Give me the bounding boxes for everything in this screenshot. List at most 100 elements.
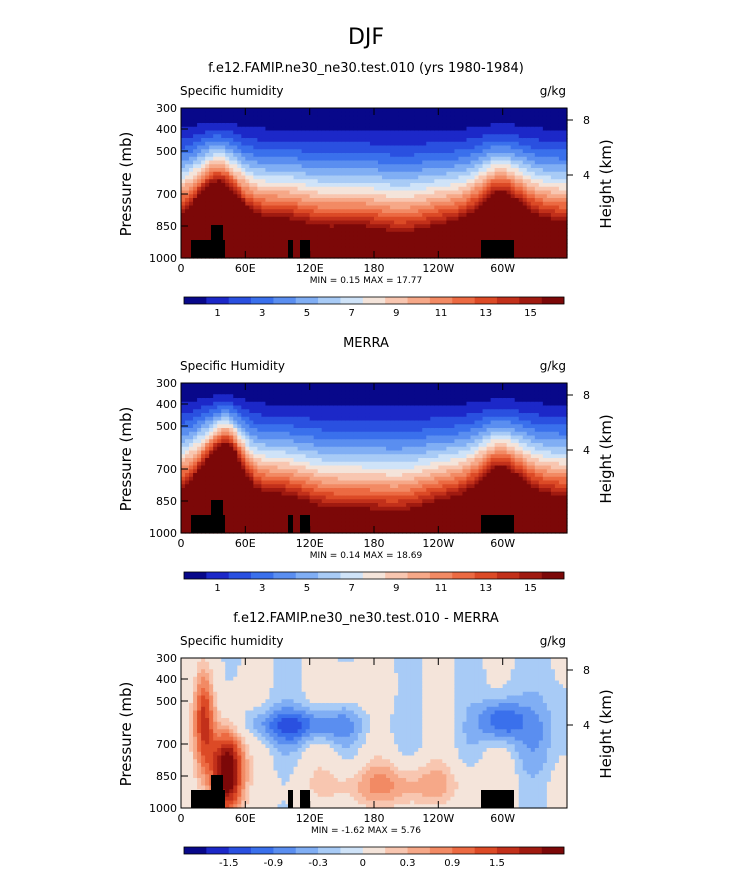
heatmap-cell: [189, 417, 194, 421]
heatmap-cell: [294, 112, 299, 116]
heatmap-cell: [197, 492, 202, 496]
heatmap-cell: [273, 436, 278, 440]
heatmap-cell: [245, 391, 250, 395]
heatmap-cell: [273, 477, 278, 481]
heatmap-cell: [225, 127, 230, 131]
heatmap-cell: [491, 217, 496, 221]
heatmap-cell: [402, 202, 407, 206]
heatmap-cell: [237, 108, 242, 112]
heatmap-cell: [322, 187, 327, 191]
heatmap-cell: [475, 224, 480, 228]
heatmap-cell: [273, 206, 278, 210]
heatmap-cell: [245, 217, 250, 221]
heatmap-cell: [233, 157, 238, 161]
heatmap-cell: [499, 149, 504, 153]
heatmap-cell: [286, 484, 291, 488]
heatmap-cell: [555, 236, 560, 240]
heatmap-cell: [350, 206, 355, 210]
heatmap-cell: [466, 198, 471, 202]
heatmap-cell: [499, 194, 504, 198]
heatmap-cell: [410, 168, 415, 172]
heatmap-cell: [253, 417, 258, 421]
heatmap-cell: [410, 194, 415, 198]
heatmap-cell: [519, 232, 524, 236]
heatmap-cell: [290, 108, 295, 112]
heatmap-cell: [302, 179, 307, 183]
heatmap-cell: [201, 149, 206, 153]
heatmap-cell: [241, 469, 246, 473]
heatmap-cell: [438, 131, 443, 135]
heatmap-cell: [245, 172, 250, 176]
heatmap-cell: [201, 119, 206, 123]
heatmap-cell: [547, 194, 552, 198]
heatmap-cell: [418, 209, 423, 213]
heatmap-cell: [511, 183, 516, 187]
heatmap-cell: [213, 428, 218, 432]
heatmap-cell: [466, 213, 471, 217]
heatmap-cell: [298, 172, 303, 176]
heatmap-cell: [197, 213, 202, 217]
heatmap-cell: [366, 243, 371, 247]
heatmap-cell: [294, 146, 299, 150]
heatmap-cell: [278, 123, 283, 127]
heatmap-cell: [515, 134, 520, 138]
heatmap-cell: [193, 391, 198, 395]
heatmap-cell: [197, 221, 202, 225]
heatmap-cell: [499, 187, 504, 191]
heatmap-cell: [519, 198, 524, 202]
heatmap-cell: [233, 202, 238, 206]
heatmap-cell: [265, 443, 270, 447]
heatmap-cell: [221, 387, 226, 391]
heatmap-cell: [273, 499, 278, 503]
heatmap-cell: [555, 123, 560, 127]
heatmap-cell: [189, 232, 194, 236]
heatmap-cell: [185, 492, 190, 496]
heatmap-cell: [193, 172, 198, 176]
heatmap-cell: [551, 131, 556, 135]
heatmap-cell: [398, 112, 403, 116]
heatmap-cell: [257, 432, 262, 436]
heatmap-cell: [539, 123, 544, 127]
heatmap-cell: [370, 116, 375, 120]
heatmap-cell: [334, 134, 339, 138]
heatmap-cell: [450, 224, 455, 228]
heatmap-cell: [193, 387, 198, 391]
heatmap-cell: [414, 153, 419, 157]
heatmap-cell: [479, 134, 484, 138]
heatmap-cell: [209, 391, 214, 395]
heatmap-cell: [543, 221, 548, 225]
heatmap-cell: [193, 123, 198, 127]
heatmap-cell: [225, 179, 230, 183]
heatmap-cell: [515, 206, 520, 210]
heatmap-cell: [278, 451, 283, 455]
heatmap-cell: [499, 236, 504, 240]
heatmap-cell: [193, 138, 198, 142]
heatmap-cell: [322, 236, 327, 240]
heatmap-cell: [294, 179, 299, 183]
heatmap-cell: [253, 142, 258, 146]
heatmap-cell: [410, 247, 415, 251]
heatmap-cell: [539, 116, 544, 120]
heatmap-cell: [249, 217, 254, 221]
heatmap-cell: [338, 153, 343, 157]
heatmap-cell: [245, 462, 250, 466]
heatmap-cell: [229, 127, 234, 131]
heatmap-cell: [430, 134, 435, 138]
heatmap-cell: [322, 243, 327, 247]
heatmap-cell: [483, 228, 488, 232]
heatmap-cell: [318, 217, 323, 221]
heatmap-cell: [378, 213, 383, 217]
heatmap-cell: [286, 179, 291, 183]
heatmap-cell: [201, 112, 206, 116]
heatmap-cell: [245, 108, 250, 112]
heatmap-cell: [185, 458, 190, 462]
heatmap-cell: [430, 108, 435, 112]
heatmap-cell: [330, 161, 335, 165]
heatmap-cell: [269, 466, 274, 470]
heatmap-cell: [362, 138, 367, 142]
heatmap-cell: [201, 421, 206, 425]
heatmap-cell: [362, 217, 367, 221]
heatmap-cell: [257, 116, 262, 120]
heatmap-cell: [330, 224, 335, 228]
heatmap-cell: [535, 236, 540, 240]
